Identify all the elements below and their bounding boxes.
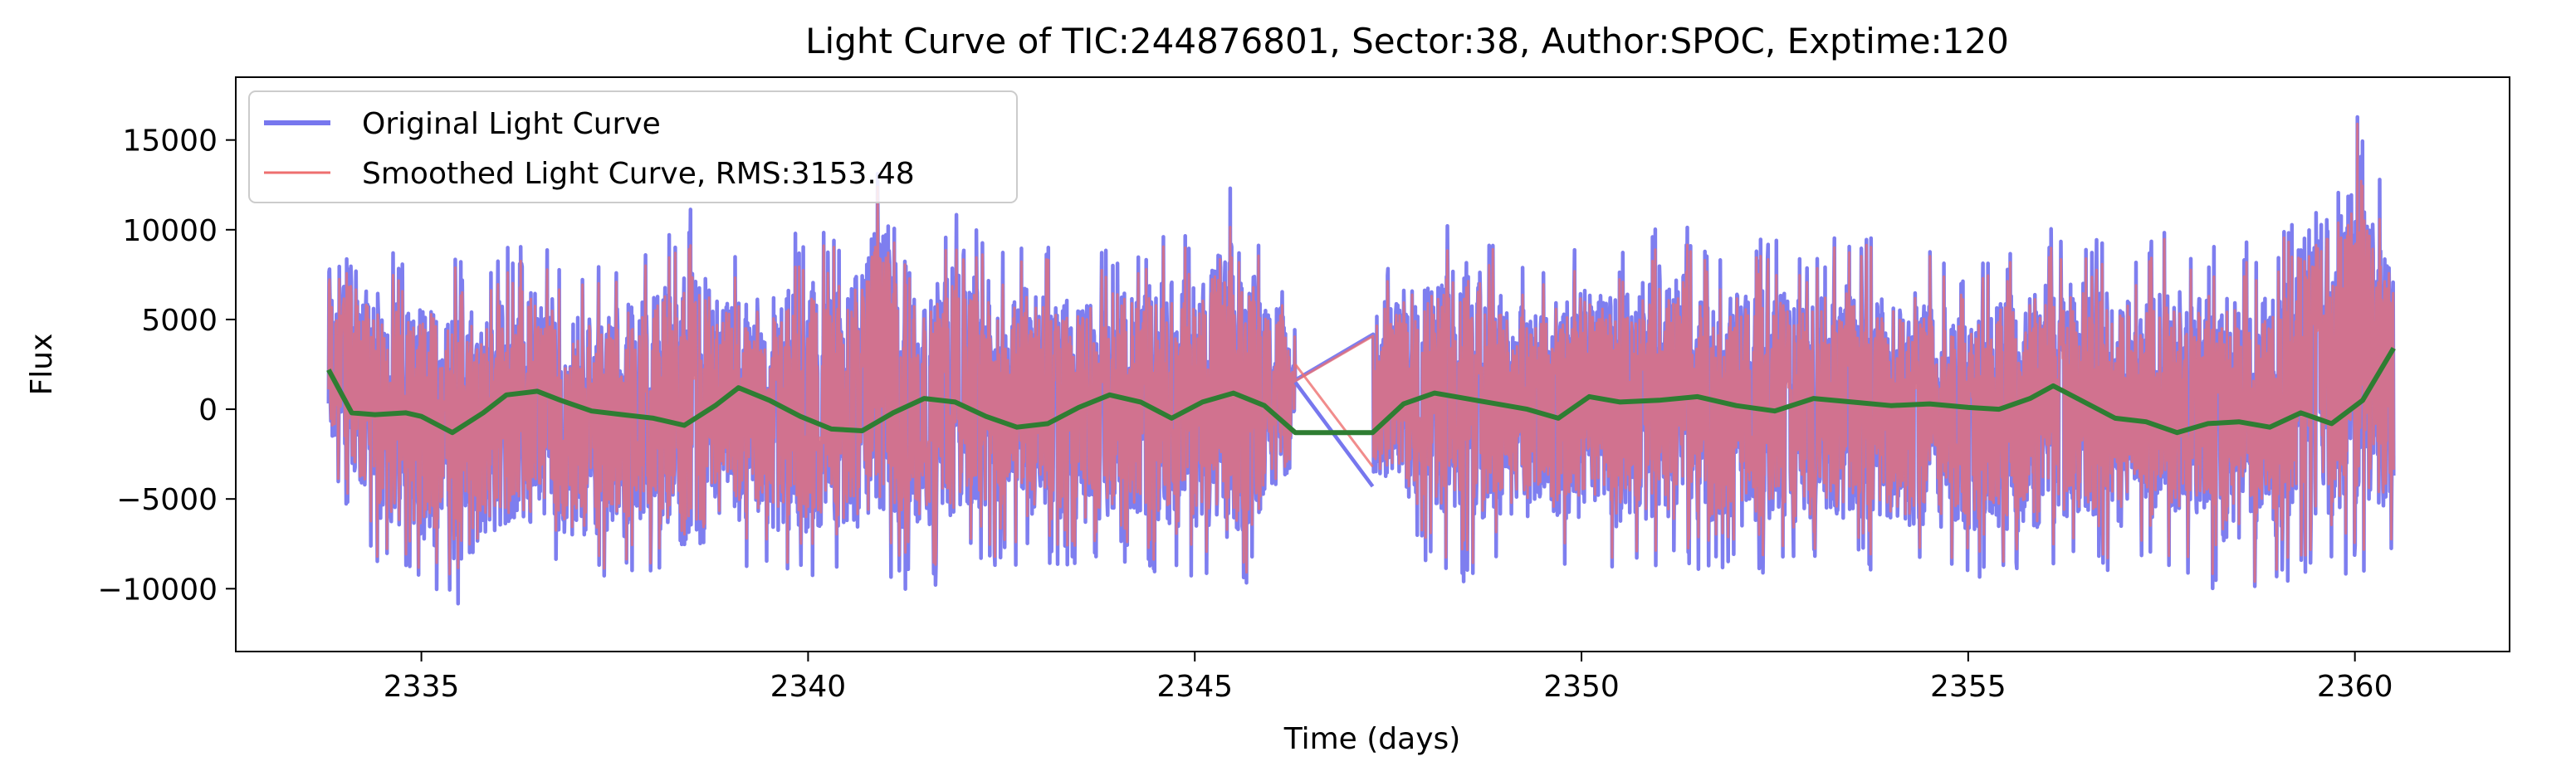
x-tick-label: 2335 [384, 670, 460, 704]
x-tick-label: 2355 [1930, 670, 2007, 704]
plot-area [235, 76, 2510, 652]
y-tick-label: −10000 [97, 573, 218, 607]
x-axis: 2335 2340 2345 2350 2355 2360 [384, 652, 2393, 704]
legend-label-original: Original Light Curve [362, 107, 661, 141]
legend-frame [248, 90, 1018, 203]
x-tick-label: 2345 [1156, 670, 1233, 704]
y-tick-label: 15000 [122, 124, 218, 159]
y-axis: −10000 −5000 0 5000 10000 15000 [97, 124, 236, 607]
x-tick-label: 2350 [1543, 670, 1620, 704]
legend: Original Light Curve Smoothed Light Curv… [248, 90, 1018, 203]
smoothed-light-curve-line [327, 122, 2395, 583]
x-tick-label: 2340 [770, 670, 847, 704]
chart-title: Light Curve of TIC:244876801, Sector:38,… [805, 21, 2009, 61]
y-tick-label: −5000 [116, 483, 218, 517]
x-axis-label: Time (days) [1283, 722, 1461, 756]
smoothed-gap-bridge [1294, 364, 1374, 468]
plot-frame [235, 76, 2510, 652]
trend-line [326, 346, 2396, 436]
y-axis-label: Flux [25, 334, 59, 396]
y-tick-label: 10000 [122, 214, 218, 248]
x-tick-label: 2360 [2317, 670, 2393, 704]
y-tick-label: 5000 [141, 304, 218, 338]
legend-label-smoothed: Smoothed Light Curve, RMS:3153.48 [362, 157, 915, 191]
y-tick-label: 0 [198, 393, 218, 427]
